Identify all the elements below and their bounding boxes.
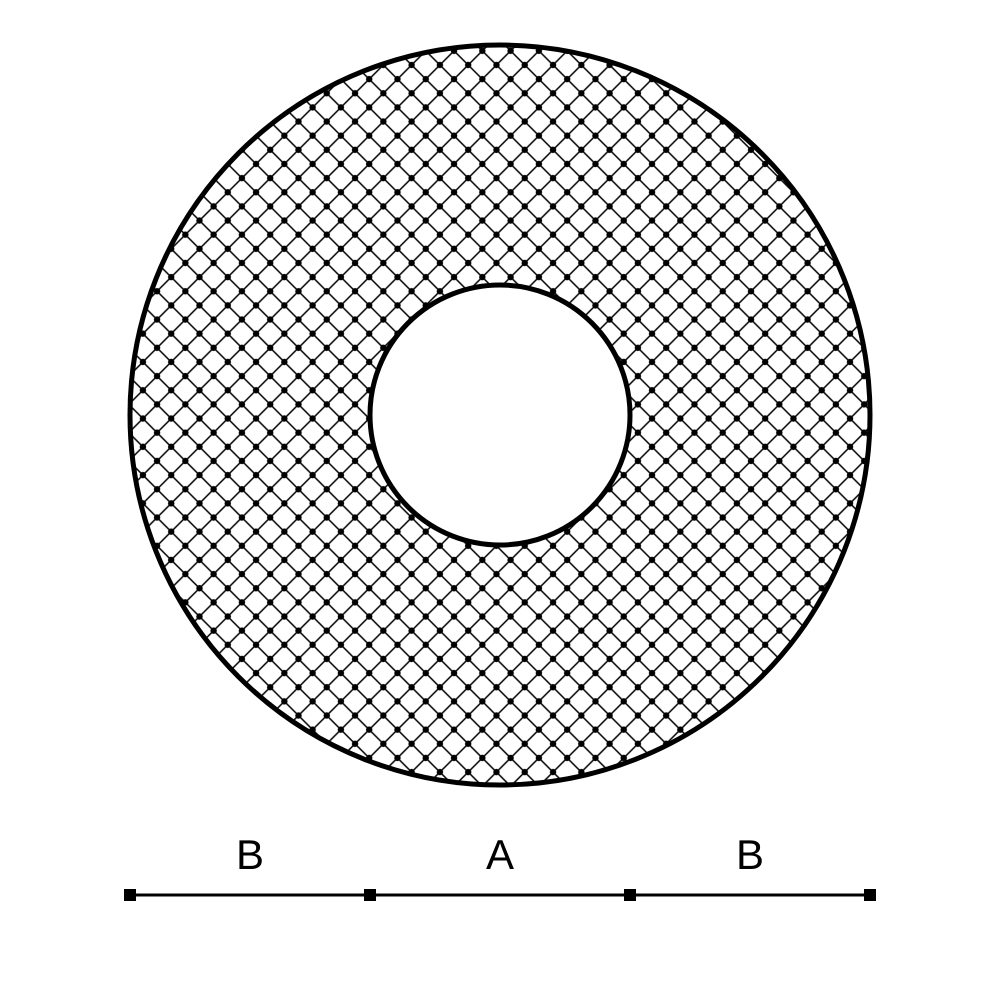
dimension-label-b-left: B (236, 831, 264, 879)
diagram-canvas: B A B (0, 0, 1000, 1000)
dimension-label-b-right: B (736, 831, 764, 879)
dimension-label-a: A (486, 831, 514, 879)
